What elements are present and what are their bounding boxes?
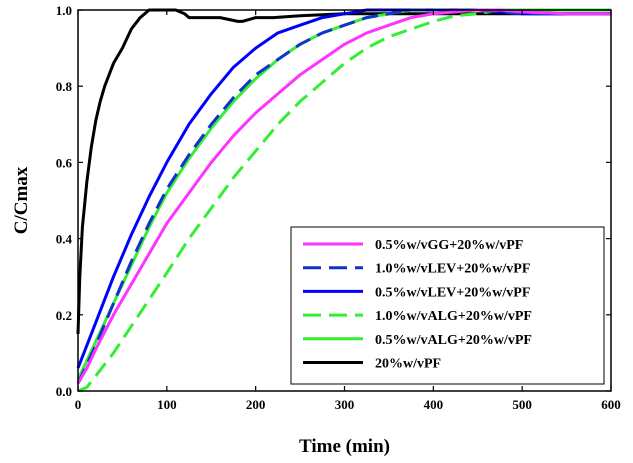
- x-tick-label: 300: [335, 397, 355, 412]
- y-tick-label: 0.4: [56, 232, 73, 247]
- y-axis-title: C/Cmax: [11, 166, 32, 234]
- x-tick-label: 400: [424, 397, 444, 412]
- x-tick-label: 600: [601, 397, 621, 412]
- x-tick-label: 200: [246, 397, 266, 412]
- y-tick-label: 0.2: [56, 308, 72, 323]
- x-axis-title: Time (min): [299, 436, 390, 457]
- x-tick-label: 100: [157, 397, 177, 412]
- y-tick-label: 0.6: [56, 155, 73, 170]
- legend: 0.5%w/vGG+20%w/vPF 1.0%w/vLEV+20%w/vPF 0.5…: [290, 226, 605, 385]
- ticks-layer: 0 100 200 300 400 500 600 0.0 0.2 0.4 0.6 0.8 1.0: [56, 3, 621, 412]
- y-tick-label: 1.0: [56, 3, 72, 18]
- series-line-4: [77, 8, 611, 393]
- y-tick-label: 0.8: [56, 79, 73, 94]
- legend-label-2: 1.0%w/vLEV+20%w/vPF: [375, 262, 530, 277]
- x-tick-label: 0: [75, 397, 82, 412]
- legend-box: [290, 226, 605, 385]
- legend-label-1: 0.5%w/vGG+20%w/vPF: [375, 238, 523, 253]
- y-tick-label: 0.0: [56, 384, 72, 399]
- legend-label-4: 1.0%w/vALG+20%w/vPF: [375, 309, 532, 324]
- legend-label-6: 20%w/vPF: [375, 357, 441, 372]
- x-tick-label: 500: [512, 397, 532, 412]
- legend-label-5: 0.5%w/vALG+20%w/vPF: [375, 333, 532, 348]
- legend-label-3: 0.5%w/vLEV+20%w/vPF: [375, 285, 530, 300]
